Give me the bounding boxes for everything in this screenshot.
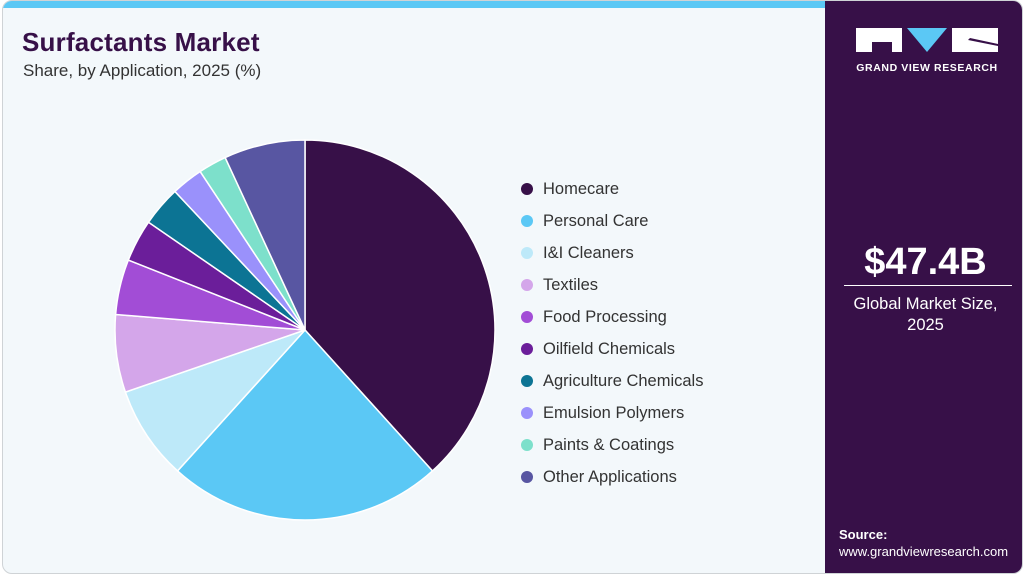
legend-item: Homecare: [521, 173, 703, 205]
pie-slice-homecare: [304, 139, 496, 472]
legend-dot-icon: [521, 311, 533, 323]
legend-dot-icon: [521, 247, 533, 259]
pie-slice-i-i-cleaners: [124, 329, 306, 472]
pie-slice-other-applications: [224, 139, 306, 331]
legend-dot-icon: [521, 343, 533, 355]
logo-text: GRAND VIEW RESEARCH: [856, 62, 998, 74]
market-size-value: $47.4B: [864, 241, 987, 283]
pie-chart: [114, 139, 496, 521]
legend-label: Food Processing: [543, 307, 667, 326]
legend-item: Oilfield Chemicals: [521, 333, 703, 365]
legend-dot-icon: [521, 439, 533, 451]
legend-item: Other Applications: [521, 461, 703, 493]
legend-dot-icon: [521, 183, 533, 195]
legend-label: Personal Care: [543, 211, 649, 230]
chart-title: Surfactants Market: [22, 27, 260, 57]
sidebar-panel: GRAND VIEW RESEARCH $47.4B Global Market…: [825, 1, 1022, 573]
legend-item: Food Processing: [521, 301, 703, 333]
legend-dot-icon: [521, 407, 533, 419]
source-url[interactable]: www.grandviewresearch.com: [839, 544, 1009, 559]
legend-label: Textiles: [543, 275, 599, 294]
grand-view-research-logo: GRAND VIEW RESEARCH: [856, 28, 998, 74]
gvr-logo-icon: [856, 28, 998, 52]
legend-dot-icon: [521, 471, 533, 483]
market-size-label-line2: 2025: [907, 316, 944, 334]
market-size-label: Global Market Size, 2025: [825, 294, 1022, 336]
metric-divider: [844, 285, 1012, 286]
chart-subtitle: Share, by Application, 2025 (%): [23, 61, 262, 80]
legend-item: Agriculture Chemicals: [521, 365, 703, 397]
legend-label: Oilfield Chemicals: [543, 339, 676, 358]
legend-dot-icon: [521, 279, 533, 291]
legend-item: Emulsion Polymers: [521, 397, 703, 429]
legend-label: Homecare: [543, 179, 620, 198]
legend-label: Emulsion Polymers: [543, 403, 685, 422]
legend-label: Paints & Coatings: [543, 435, 675, 454]
legend-label: Other Applications: [543, 467, 677, 486]
legend-item: Paints & Coatings: [521, 429, 703, 461]
chart-legend: Homecare Personal Care I&I Cleaners Textile…: [521, 173, 703, 493]
legend-item: Personal Care: [521, 205, 703, 237]
legend-item: Textiles: [521, 269, 703, 301]
source-label: Source:: [839, 527, 888, 542]
legend-dot-icon: [521, 215, 533, 227]
legend-item: I&I Cleaners: [521, 237, 703, 269]
market-size-label-line1: Global Market Size,: [853, 295, 998, 313]
legend-dot-icon: [521, 375, 533, 387]
pie-slice-personal-care: [176, 328, 434, 521]
legend-label: I&I Cleaners: [543, 243, 634, 262]
accent-top-bar: [3, 1, 825, 8]
legend-label: Agriculture Chemicals: [543, 371, 704, 390]
